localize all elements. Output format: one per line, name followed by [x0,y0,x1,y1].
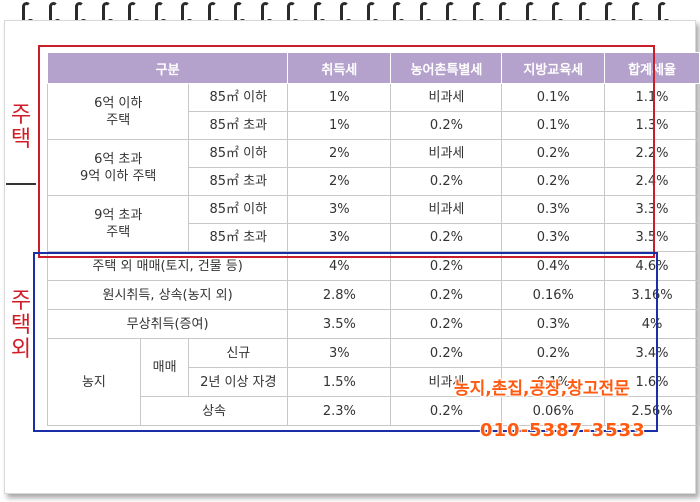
promo-phone: 010-5387-3533 [480,420,646,441]
side-char: 주 [10,103,32,128]
acq-cell: 3.5% [287,309,392,339]
promo-text: 농지,촌집,공장,창고전문 [454,379,630,399]
rural-cell: 0.2% [390,396,503,426]
sub-label: 신규 [188,338,289,368]
acq-cell: 2.8% [287,280,392,310]
rural-cell: 0.2% [390,167,503,196]
rural-cell: 0.2% [390,338,503,368]
edu-cell: 0.2% [501,338,606,368]
table-row: 85㎡ 초과 3% 0.2% 0.3% 3.5% [48,223,700,252]
header-total-rate: 합계세율 [604,52,700,84]
side-char: 택 [10,313,32,338]
acq-cell: 2.3% [287,396,392,426]
housing-side-label: 주 택 [6,104,36,152]
acq-cell: 2% [287,167,392,196]
edu-cell: 0.3% [501,223,606,252]
header-rural-special-tax: 농어촌특별세 [390,52,503,84]
side-char: 주 [10,289,32,314]
header-local-education-tax: 지방교육세 [501,52,606,84]
total-cell: 3.4% [604,338,700,368]
table-header-row: 구분 취득세 농어촌특별세 지방교육세 합계세율 [46,52,700,84]
side-char: 외 [10,337,32,362]
non-housing-highlight-box [33,252,658,432]
side-char: 택 [10,127,32,152]
size-label: 85㎡ 이하 [188,83,289,112]
total-cell: 3.3% [604,195,700,224]
table-row: 농지 매매 신규 3% 0.2% 0.2% 3.4% [47,338,700,426]
acq-cell: 1% [287,111,392,140]
total-cell: 2.56% [604,396,700,426]
category-label: 원시취득, 상속(농지 외) [46,280,289,310]
edu-cell: 0.2% [501,139,606,168]
total-cell: 1.3% [604,111,700,140]
size-label: 85㎡ 이하 [188,195,289,224]
edu-cell: 0.06% [501,396,606,426]
table-row: 상속 2.3% 0.2% 0.06% 2.56% [48,396,700,426]
table-row: 2년 이상 자경 1.5% 비과세 0.1% 1.6% [48,367,700,397]
acquisition-tax-table: 구분 취득세 농어촌특별세 지방교육세 합계세율 6억 이하 주택 85㎡ 이하… [46,52,700,426]
rural-cell: 0.2% [390,280,503,310]
size-label: 85㎡ 초과 [188,111,289,140]
header-category: 구분 [46,52,289,84]
total-cell: 1.1% [604,83,700,112]
group-label: 9억 초과 주택 [46,195,190,252]
size-label: 85㎡ 초과 [188,167,289,196]
housing-highlight-box [38,45,655,258]
farmland-label: 농지 [47,338,141,426]
size-label: 85㎡ 초과 [188,223,289,252]
table-row: 원시취득, 상속(농지 외) 2.8% 0.2% 0.16% 3.16% [46,280,700,310]
table-row: 9억 초과 주택 85㎡ 이하 3% 비과세 0.3% 3.3% [46,195,700,252]
group-label: 6억 초과 9억 이하 주택 [46,139,190,196]
acq-cell: 1% [287,83,392,112]
sub-label: 상속 [139,396,289,426]
non-housing-side-label: 주 택 외 [6,290,36,362]
sub-label: 2년 이상 자경 [188,367,289,397]
total-cell: 2.4% [604,167,700,196]
rural-cell: 비과세 [390,83,503,112]
total-cell: 3.16% [604,280,700,310]
edu-cell: 0.3% [501,195,606,224]
side-label-underline [6,183,36,185]
acq-cell: 2% [287,139,392,168]
